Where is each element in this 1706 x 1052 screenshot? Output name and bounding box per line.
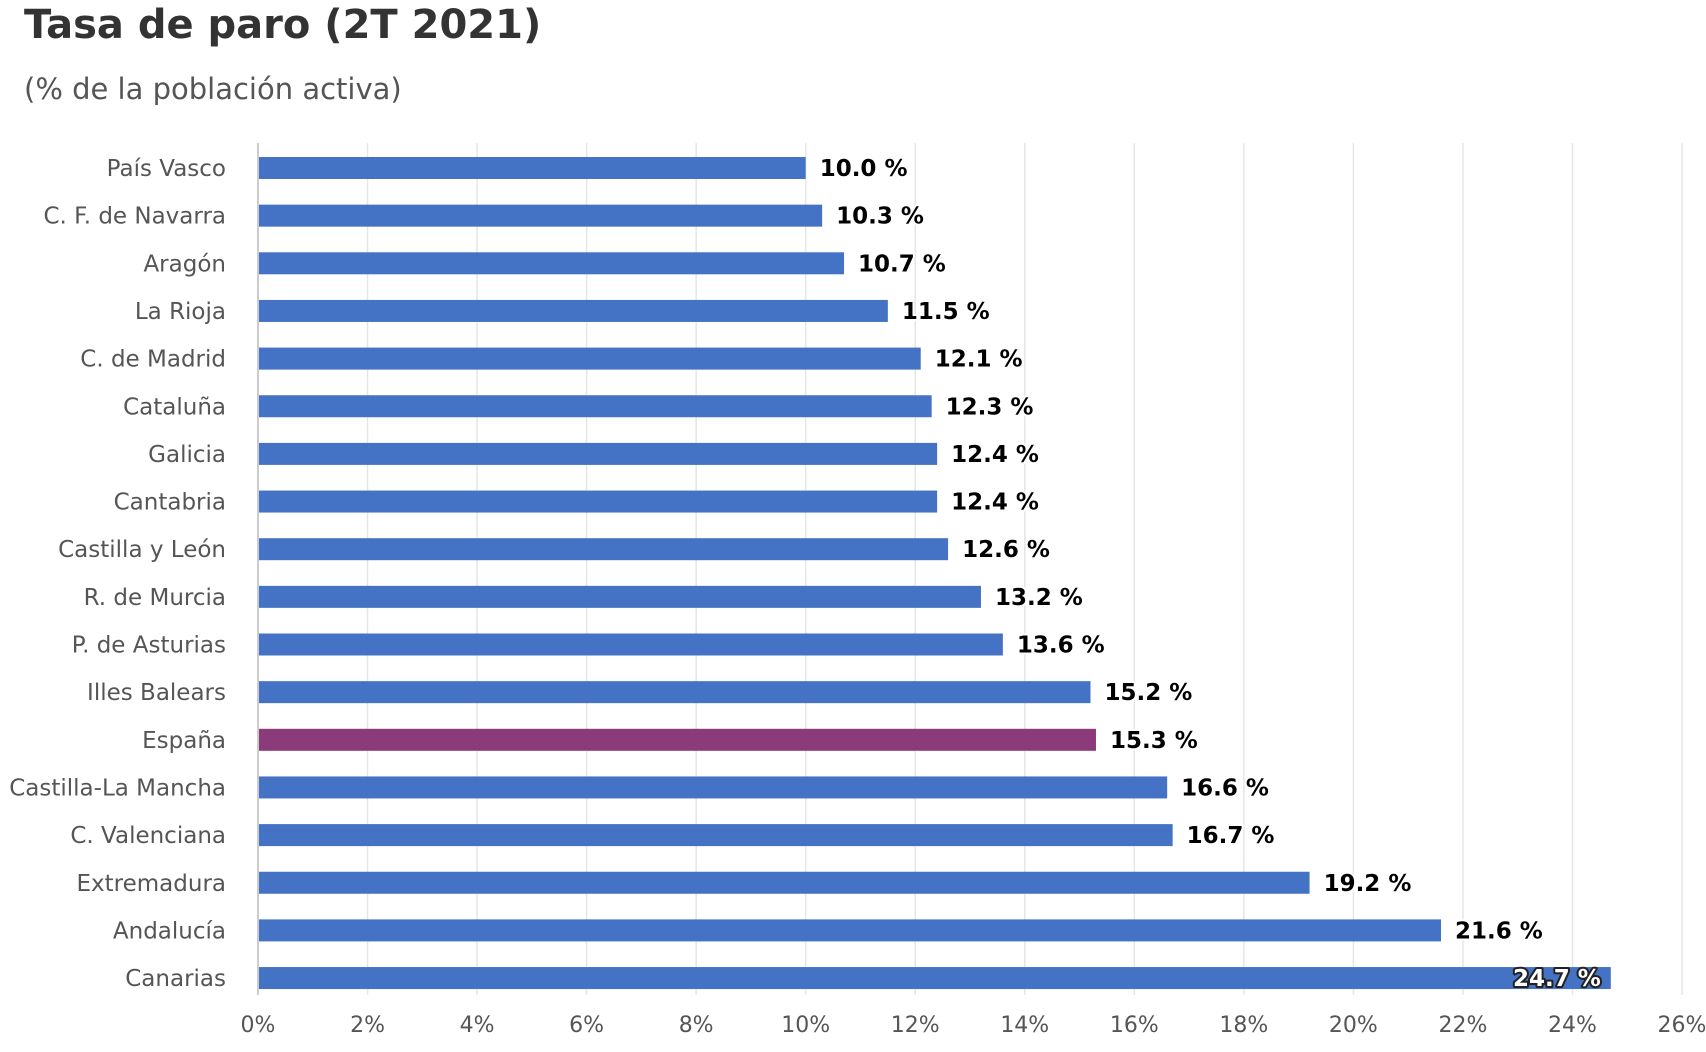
data-label: 11.5 % (902, 299, 990, 325)
bar (259, 967, 1611, 990)
category-label: Aragón (143, 251, 226, 277)
x-tick-label: 12% (891, 1013, 940, 1038)
data-label: 19.2 % (1324, 871, 1412, 897)
bar (259, 157, 806, 179)
data-label: 10.7 % (858, 251, 946, 277)
data-label: 16.6 % (1181, 775, 1269, 801)
x-tick-label: 16% (1110, 1013, 1159, 1038)
category-label: Cataluña (123, 394, 226, 420)
category-label: País Vasco (107, 156, 226, 182)
category-label: Galicia (148, 442, 226, 468)
bar (259, 728, 1096, 751)
gridlines (257, 143, 1683, 995)
bar (259, 252, 845, 275)
x-tick-label: 14% (1000, 1013, 1049, 1038)
category-label: España (142, 728, 226, 754)
chart-subtitle: (% de la población activa) (24, 72, 402, 106)
category-label: Illes Balears (87, 680, 226, 706)
category-label: C. de Madrid (80, 347, 226, 373)
x-tick-label: 8% (679, 1013, 714, 1038)
data-label: 12.3 % (946, 394, 1034, 420)
category-label: C. F. de Navarra (43, 204, 226, 230)
data-label: 12.1 % (935, 347, 1023, 373)
x-tick-label: 22% (1438, 1013, 1487, 1038)
bar (259, 299, 888, 322)
bar (259, 871, 1310, 894)
x-tick-label: 10% (781, 1013, 830, 1038)
data-label: 10.0 % (820, 156, 908, 182)
x-tick-label: 20% (1329, 1013, 1378, 1038)
x-tick-label: 24% (1548, 1013, 1597, 1038)
bar (259, 633, 1003, 656)
bar (259, 681, 1091, 704)
bar (259, 347, 921, 370)
category-label: C. Valenciana (70, 823, 226, 849)
x-tick-label: 4% (460, 1013, 495, 1038)
bar (259, 776, 1168, 799)
x-tick-label: 0% (241, 1013, 276, 1038)
data-label: 12.4 % (951, 490, 1039, 516)
data-label: 12.6 % (962, 537, 1050, 563)
data-label: 15.2 % (1104, 680, 1192, 706)
bar (259, 204, 823, 227)
data-label: 15.3 % (1110, 728, 1198, 754)
x-tick-label: 18% (1219, 1013, 1268, 1038)
x-tick-label: 26% (1658, 1013, 1706, 1038)
bar (259, 442, 938, 465)
category-labels: País Vasco C. F. de Navarra Aragón La Rioja… (9, 156, 226, 992)
category-label: Canarias (125, 966, 226, 992)
category-label: Extremadura (77, 871, 227, 897)
category-label: Castilla y León (58, 537, 226, 563)
category-label: Cantabria (114, 490, 226, 516)
bar (259, 490, 938, 513)
bars (259, 157, 1611, 990)
data-label: 13.6 % (1017, 633, 1105, 659)
data-labels: 10.0 % 10.3 % 10.7 % 11.5 % 12.1 % 12.3 % 12.4… (818, 154, 1603, 994)
category-label: Castilla-La Mancha (9, 775, 226, 801)
bar (259, 919, 1442, 942)
x-axis-ticks: 0% 2% 4% 6% 8% 10% 12% 14% 16% 18% 20% 22% 24% 26% (241, 1013, 1706, 1038)
x-tick-label: 6% (569, 1013, 604, 1038)
chart-title: Tasa de paro (2T 2021) (24, 2, 542, 48)
category-label: La Rioja (135, 299, 226, 325)
data-label: 21.6 % (1455, 918, 1543, 944)
x-tick-label: 2% (350, 1013, 385, 1038)
data-label: 16.7 % (1187, 823, 1275, 849)
category-label: P. de Asturias (72, 633, 226, 659)
data-label: 24.7 % (1513, 966, 1601, 992)
bar (259, 824, 1173, 847)
category-label: R. de Murcia (84, 585, 226, 611)
bar (259, 538, 949, 561)
bar (259, 585, 981, 608)
category-label: Andalucía (113, 918, 226, 944)
data-label: 13.2 % (995, 585, 1083, 611)
bar (259, 395, 932, 418)
data-label: 12.4 % (951, 442, 1039, 468)
data-label: 10.3 % (836, 204, 924, 230)
